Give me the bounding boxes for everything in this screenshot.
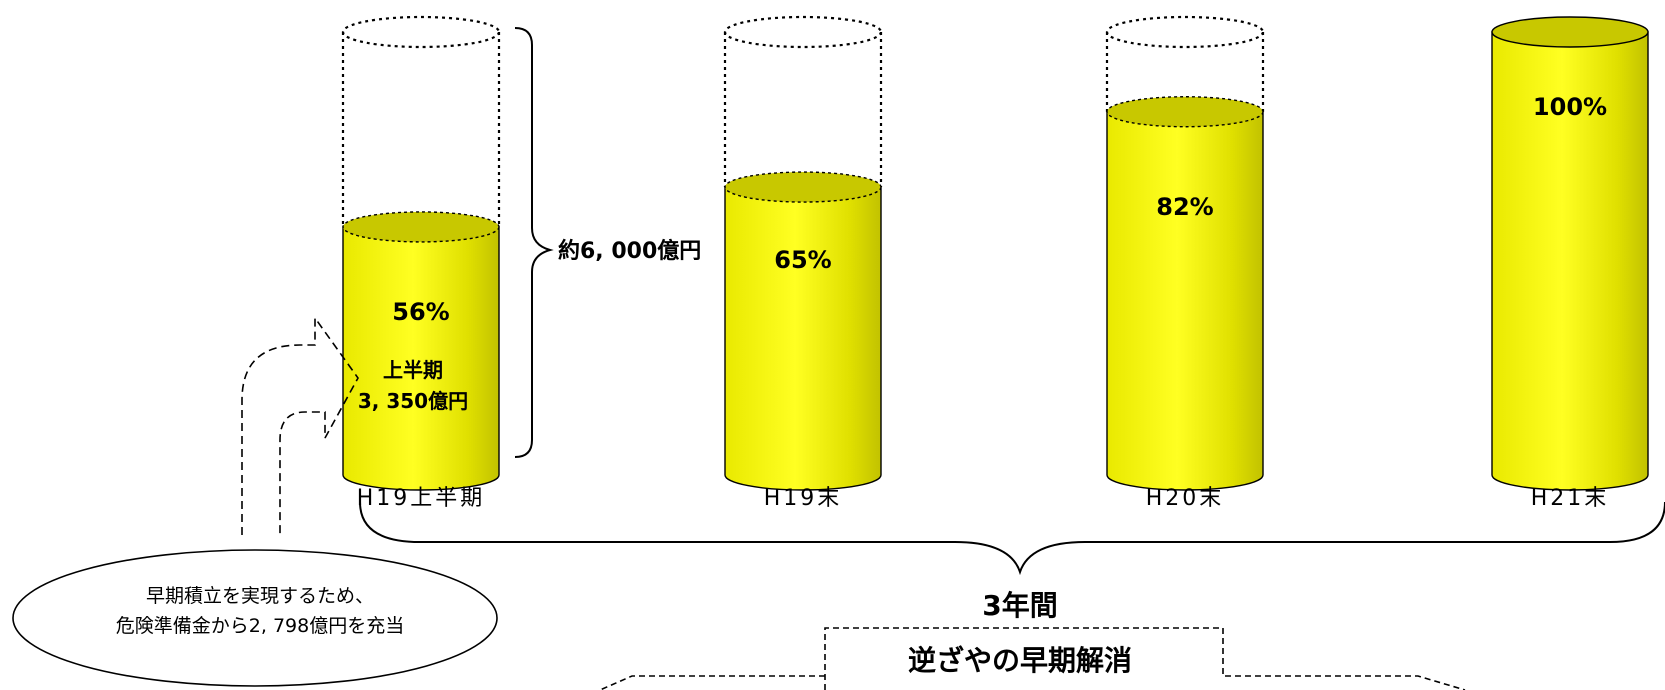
- value-label: 56%: [392, 298, 449, 326]
- total-brace: [514, 27, 554, 458]
- cylinder-capacity-top: [1105, 15, 1265, 49]
- category-label: H19上半期: [357, 486, 486, 511]
- goal-arrow: [824, 627, 1466, 690]
- cylinder-capacity-top: [341, 15, 501, 49]
- goal-label: 逆ざやの早期解消: [908, 644, 1132, 677]
- callout-bubble: [12, 549, 498, 687]
- cylinder-capacity-top: [723, 15, 883, 49]
- category-label: H19末: [764, 486, 843, 511]
- cylinder-top: [342, 211, 500, 243]
- callout-arrow: [241, 315, 359, 535]
- cylinders: 56% H19上半期 65% H19末 82% H20末 100% H21末: [341, 15, 1649, 511]
- callout-line2: 危険準備金から2, 798億円を充当: [116, 615, 404, 637]
- first-half-amount: 3, 350億円: [358, 389, 468, 413]
- goal-arrow-left: [599, 675, 825, 690]
- category-label: H20末: [1146, 486, 1225, 511]
- first-half-title: 上半期: [383, 358, 443, 382]
- cylinder-top: [724, 171, 882, 203]
- period-label: 3年間: [982, 589, 1057, 622]
- period-brace: [359, 501, 1665, 576]
- value-label: 82%: [1156, 193, 1213, 221]
- total-amount-label: 約6, 000億円: [558, 238, 701, 264]
- value-label: 100%: [1533, 93, 1607, 121]
- callout-line1: 早期積立を実現するため、: [146, 585, 374, 607]
- cylinder-top: [1106, 96, 1264, 128]
- value-label: 65%: [774, 246, 831, 274]
- cylinder-top: [1491, 16, 1649, 48]
- cylinder-fill-H19上半期: [342, 226, 500, 491]
- category-label: H21末: [1531, 486, 1610, 511]
- cylinder-fill-H21末: [1491, 31, 1649, 491]
- cylinder-fill-H20末: [1106, 111, 1264, 491]
- cylinder-fill-H19末: [724, 186, 882, 491]
